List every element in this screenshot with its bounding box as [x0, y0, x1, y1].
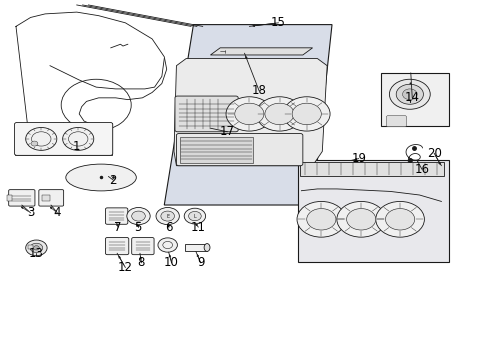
Text: 3: 3 — [27, 206, 34, 219]
Bar — [41, 195, 50, 202]
Text: 19: 19 — [350, 152, 366, 165]
Text: 9: 9 — [197, 256, 204, 269]
Circle shape — [158, 238, 177, 252]
Circle shape — [184, 208, 205, 224]
Text: 14: 14 — [404, 91, 419, 104]
Text: 18: 18 — [251, 84, 266, 97]
Circle shape — [388, 79, 429, 109]
Circle shape — [31, 141, 38, 146]
Circle shape — [62, 127, 94, 150]
FancyBboxPatch shape — [15, 122, 113, 156]
Text: 20: 20 — [426, 147, 441, 160]
Bar — [7, 195, 12, 201]
Text: 13: 13 — [29, 247, 44, 260]
Ellipse shape — [66, 164, 136, 191]
Circle shape — [234, 103, 264, 125]
Circle shape — [306, 208, 335, 230]
Bar — [300, 162, 443, 176]
FancyBboxPatch shape — [175, 96, 238, 132]
Circle shape — [385, 208, 414, 230]
Text: 8: 8 — [138, 256, 145, 269]
Polygon shape — [210, 48, 312, 55]
FancyBboxPatch shape — [39, 190, 63, 206]
Text: 15: 15 — [270, 16, 285, 29]
Circle shape — [375, 202, 424, 237]
Text: 7: 7 — [114, 221, 122, 234]
FancyBboxPatch shape — [105, 238, 128, 255]
Circle shape — [256, 97, 302, 131]
Text: 1: 1 — [73, 140, 81, 153]
Circle shape — [225, 97, 272, 131]
Circle shape — [283, 97, 329, 131]
Polygon shape — [174, 59, 326, 166]
Circle shape — [296, 202, 345, 237]
Circle shape — [291, 103, 321, 125]
Text: 16: 16 — [414, 163, 428, 176]
Polygon shape — [164, 24, 331, 205]
Bar — [185, 244, 206, 251]
Circle shape — [26, 127, 57, 150]
Text: 10: 10 — [164, 256, 179, 269]
Circle shape — [131, 211, 145, 221]
Circle shape — [161, 211, 174, 221]
Circle shape — [402, 89, 416, 100]
Text: 5: 5 — [134, 221, 141, 234]
Text: 17: 17 — [220, 125, 235, 138]
Circle shape — [33, 246, 39, 250]
Text: 4: 4 — [54, 206, 61, 219]
Ellipse shape — [203, 244, 209, 251]
Bar — [28, 246, 32, 249]
Circle shape — [30, 243, 42, 252]
Circle shape — [156, 207, 179, 225]
FancyBboxPatch shape — [105, 208, 127, 224]
Text: 6: 6 — [165, 221, 173, 234]
Circle shape — [395, 84, 423, 104]
Text: L: L — [193, 213, 196, 219]
Circle shape — [26, 240, 47, 256]
Bar — [15, 123, 112, 155]
Text: 12: 12 — [118, 261, 133, 274]
Text: 2: 2 — [109, 174, 117, 186]
Text: 11: 11 — [190, 221, 205, 234]
Circle shape — [336, 202, 385, 237]
Bar — [180, 137, 253, 163]
FancyBboxPatch shape — [386, 116, 406, 127]
Circle shape — [264, 103, 293, 125]
Text: E: E — [166, 213, 169, 219]
FancyBboxPatch shape — [176, 134, 302, 166]
FancyBboxPatch shape — [9, 190, 35, 206]
FancyBboxPatch shape — [131, 238, 154, 255]
Polygon shape — [297, 160, 448, 262]
Circle shape — [188, 211, 201, 221]
Circle shape — [126, 207, 150, 225]
Circle shape — [346, 208, 375, 230]
Bar — [380, 73, 448, 126]
